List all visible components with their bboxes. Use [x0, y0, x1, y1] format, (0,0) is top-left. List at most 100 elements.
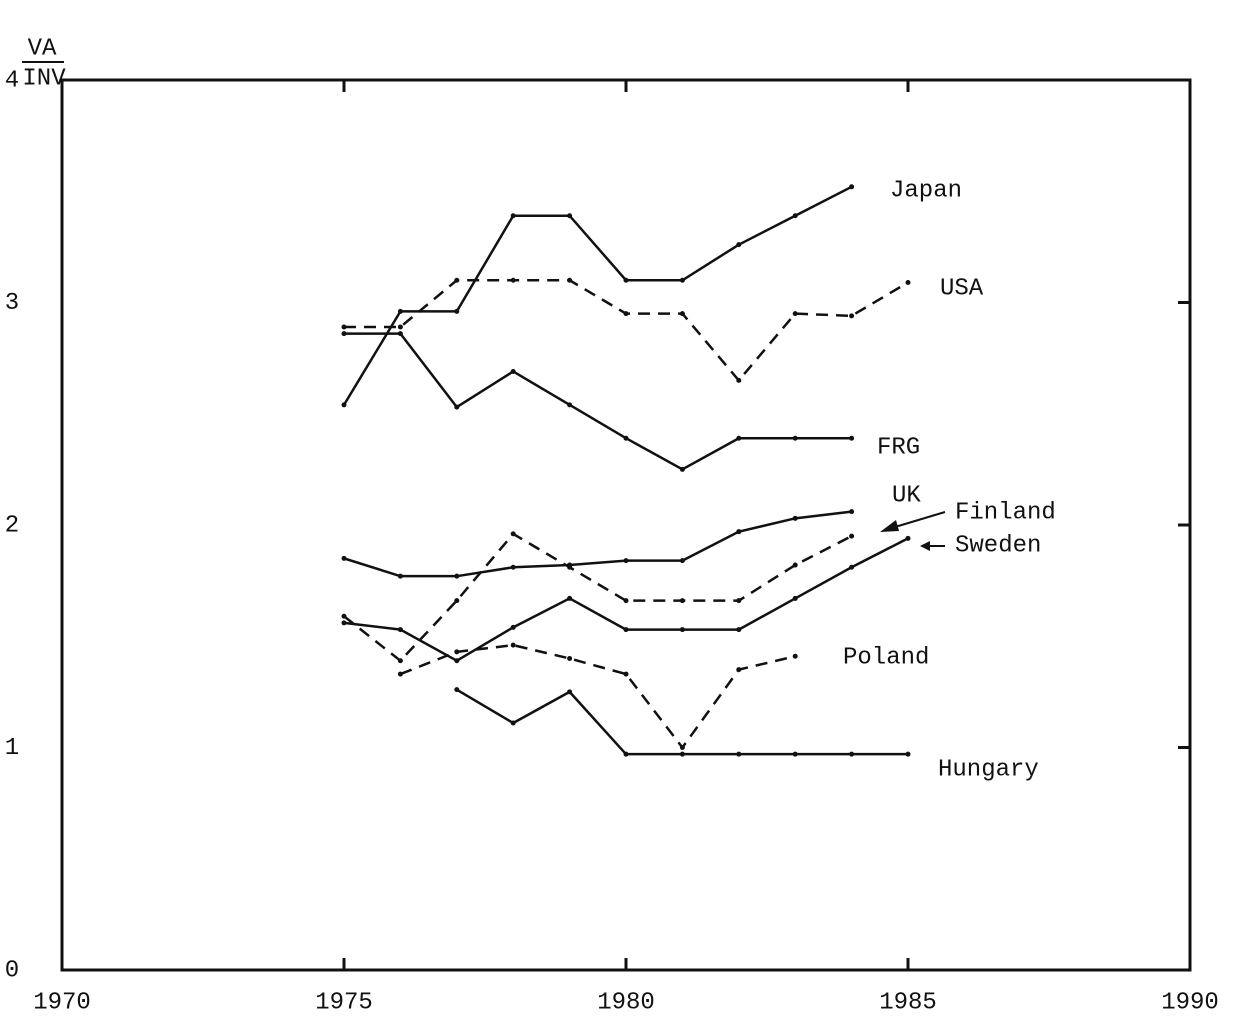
point-marker	[905, 751, 911, 757]
series-label: UK	[892, 482, 921, 509]
series-label: Japan	[890, 177, 962, 204]
point-marker	[679, 751, 685, 757]
point-marker	[849, 564, 855, 570]
point-marker	[905, 279, 911, 285]
point-marker	[397, 308, 403, 314]
point-marker	[341, 331, 347, 337]
point-marker	[736, 598, 742, 604]
point-marker	[849, 313, 855, 319]
y-tick-label: 0	[5, 957, 19, 984]
point-marker	[454, 573, 460, 579]
point-marker	[454, 649, 460, 655]
point-marker	[567, 402, 573, 408]
x-tick-label: 1980	[597, 989, 655, 1016]
point-marker	[567, 656, 573, 661]
point-marker	[623, 435, 629, 441]
point-marker	[510, 564, 516, 570]
point-marker	[792, 751, 798, 757]
y-tick-label: 4	[5, 67, 19, 94]
point-marker	[792, 515, 798, 521]
point-marker	[849, 533, 855, 539]
point-marker	[679, 627, 685, 633]
point-marker	[341, 620, 347, 626]
series-label: Hungary	[938, 756, 1039, 783]
point-marker	[849, 435, 855, 441]
y-label-numerator: VA	[28, 35, 57, 62]
point-marker	[736, 667, 742, 673]
point-marker	[454, 308, 460, 314]
series-line	[344, 279, 909, 383]
x-tick-label: 1975	[315, 989, 373, 1016]
series-line	[342, 185, 853, 406]
point-marker	[679, 745, 685, 750]
point-marker	[679, 466, 685, 472]
point-marker	[623, 277, 629, 283]
point-marker	[567, 277, 573, 283]
point-marker	[341, 402, 347, 408]
y-tick-label: 3	[5, 290, 19, 317]
point-marker	[792, 562, 798, 568]
point-marker	[792, 653, 798, 659]
point-marker	[623, 558, 629, 564]
point-marker	[341, 613, 347, 619]
point-marker	[679, 277, 685, 283]
point-marker	[792, 595, 798, 601]
point-marker	[623, 671, 629, 677]
point-marker	[679, 598, 685, 604]
point-marker	[510, 277, 516, 283]
point-marker	[736, 627, 742, 633]
point-marker	[397, 573, 403, 579]
y-tick-label: 2	[5, 512, 19, 539]
point-marker	[736, 751, 742, 757]
series-label: Finland	[955, 499, 1056, 526]
series-label: USA	[940, 275, 984, 302]
sweden-arrowhead	[920, 541, 930, 551]
point-marker	[736, 242, 742, 248]
point-marker	[792, 435, 798, 441]
point-marker	[623, 311, 629, 317]
point-marker	[567, 213, 573, 219]
point-marker	[567, 689, 573, 695]
point-marker	[623, 598, 629, 604]
point-marker	[341, 555, 347, 561]
x-tick-label: 1970	[33, 989, 91, 1016]
point-marker	[341, 324, 347, 330]
point-marker	[567, 595, 573, 601]
point-marker	[510, 213, 516, 219]
point-marker	[397, 331, 403, 337]
finland-arrowhead	[880, 520, 899, 532]
point-marker	[510, 531, 516, 537]
series-label: FRG	[877, 434, 920, 461]
point-marker	[397, 324, 403, 330]
point-marker	[397, 671, 403, 677]
point-marker	[397, 627, 403, 633]
series-line	[456, 688, 908, 756]
point-marker	[454, 598, 460, 604]
y-tick-label: 1	[5, 735, 19, 762]
point-marker	[397, 658, 403, 664]
point-marker	[736, 435, 742, 441]
series-label: Sweden	[955, 532, 1041, 559]
point-marker	[510, 368, 516, 374]
x-tick-label: 1990	[1161, 989, 1219, 1016]
series-line	[399, 643, 796, 750]
point-marker	[849, 751, 855, 757]
point-marker	[792, 213, 798, 219]
point-marker	[567, 564, 573, 570]
point-marker	[905, 535, 911, 541]
point-marker	[849, 509, 855, 515]
point-marker	[736, 377, 742, 383]
x-tick-label: 1985	[879, 989, 937, 1016]
point-marker	[623, 751, 629, 757]
point-marker	[454, 658, 460, 664]
point-marker	[510, 720, 516, 726]
point-marker	[454, 404, 460, 410]
point-marker	[736, 529, 742, 535]
finland-arrow	[894, 511, 946, 528]
point-marker	[623, 627, 629, 633]
point-marker	[679, 558, 685, 564]
y-label-denominator: INV	[22, 65, 66, 92]
series-line	[343, 510, 852, 578]
point-marker	[849, 184, 855, 190]
